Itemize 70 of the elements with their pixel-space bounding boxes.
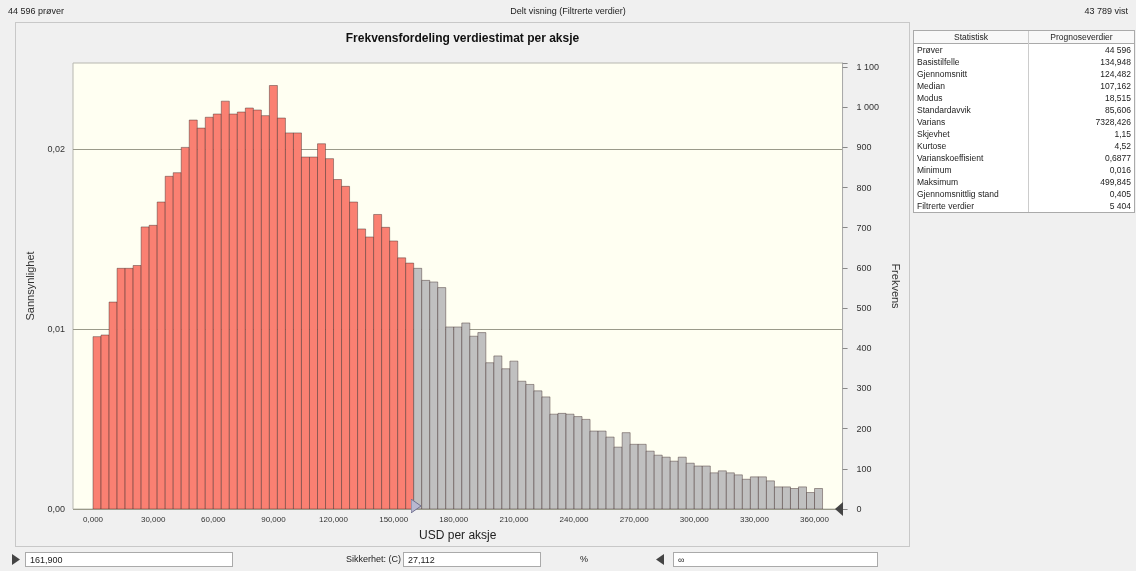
x-tick-label: 0,000 bbox=[83, 514, 104, 524]
y2-tick-label: 600 bbox=[856, 262, 872, 273]
y2-tick-label: 100 bbox=[856, 463, 872, 474]
text: Filtrerte verdier bbox=[914, 200, 1029, 212]
text: 44 596 bbox=[1104, 44, 1132, 56]
text: Maksimum bbox=[914, 176, 1029, 188]
text: Median bbox=[914, 80, 1029, 92]
y2-tick-label: 400 bbox=[856, 343, 872, 354]
text: 85,606 bbox=[1104, 104, 1132, 116]
text: Kurtose bbox=[914, 140, 1029, 152]
text: Skjevhet bbox=[914, 128, 1029, 140]
text: 5 404 bbox=[1108, 200, 1132, 212]
y2-tick-label: 700 bbox=[856, 222, 872, 233]
x-tick-label: 330,000 bbox=[739, 514, 770, 524]
text: Varianskoeffisient bbox=[914, 152, 1029, 164]
y2-tick-label: 1 100 bbox=[856, 62, 880, 73]
text: 0,016 bbox=[1108, 164, 1132, 176]
text: 107,162 bbox=[1099, 80, 1132, 92]
y2-tick-label: 200 bbox=[856, 423, 872, 434]
text: 4,52 bbox=[1113, 140, 1132, 152]
text: 124,482 bbox=[1099, 68, 1132, 80]
text: 0,405 bbox=[1108, 188, 1132, 200]
x-tick-label: 210,000 bbox=[499, 514, 529, 524]
text: Sikkerhet: (C) bbox=[346, 554, 402, 564]
x-tick-label: 270,000 bbox=[619, 514, 650, 524]
text: Prognoseverdier bbox=[1049, 31, 1114, 44]
text: 18,515 bbox=[1104, 92, 1132, 104]
y2-tick-label: 900 bbox=[856, 142, 872, 153]
text: 27,112 bbox=[403, 552, 541, 567]
text: Delt visning (Filtrerte verdier) bbox=[510, 6, 626, 16]
x-tick-label: 60,000 bbox=[201, 514, 227, 524]
y-axis-title: Sannsynlighet bbox=[23, 251, 36, 321]
text: Gjennomsnitt bbox=[914, 68, 1029, 80]
x-tick-label: 300,000 bbox=[679, 514, 710, 524]
x-tick-label: 30,000 bbox=[140, 514, 166, 524]
text: 44 596 prøver bbox=[8, 6, 65, 16]
text: Prøver bbox=[914, 43, 1029, 56]
x-tick-label: 180,000 bbox=[439, 514, 469, 524]
y-tick-label: 0,02 bbox=[47, 144, 65, 155]
text: 1,15 bbox=[1113, 128, 1132, 140]
x-tick-label: 360,000 bbox=[800, 514, 830, 524]
y2-tick-label: 1 000 bbox=[856, 102, 880, 113]
text: Minimum bbox=[914, 164, 1029, 176]
y-tick-label: 0,00 bbox=[47, 504, 65, 514]
y2-axis-title: Frekvens bbox=[889, 263, 902, 310]
x-tick-label: 150,000 bbox=[379, 514, 409, 524]
text: 134,948 bbox=[1099, 56, 1132, 68]
text: 43 789 vist bbox=[1084, 6, 1128, 16]
x-tick-label: 120,000 bbox=[319, 514, 349, 524]
text: 0,6877 bbox=[1104, 152, 1132, 164]
text: Basistilfelle bbox=[914, 56, 1029, 68]
x-tick-label: 240,000 bbox=[559, 514, 590, 524]
y2-tick-label: 500 bbox=[856, 303, 872, 314]
text: Gjennomsnittlig stand bbox=[914, 188, 1029, 200]
y2-tick-label: 0 bbox=[856, 504, 862, 514]
chart-title: Frekvensfordeling verdiestimat per aksje bbox=[345, 31, 580, 45]
y-tick-label: 0,01 bbox=[47, 324, 65, 335]
text: 499,845 bbox=[1099, 176, 1132, 188]
text: Varians bbox=[914, 116, 1029, 128]
text: Standardavvik bbox=[914, 104, 1029, 116]
y2-tick-label: 800 bbox=[856, 182, 872, 193]
x-axis-title: USD per aksje bbox=[419, 528, 497, 542]
text: 161,900 bbox=[25, 552, 233, 567]
y2-tick-label: 300 bbox=[856, 383, 872, 394]
text: Modus bbox=[914, 92, 1029, 104]
x-tick-label: 90,000 bbox=[261, 514, 287, 524]
text: 7328,426 bbox=[1094, 116, 1132, 128]
text: ∞ bbox=[673, 552, 878, 567]
text: Statistisk bbox=[914, 31, 1029, 44]
text: % bbox=[580, 554, 589, 564]
